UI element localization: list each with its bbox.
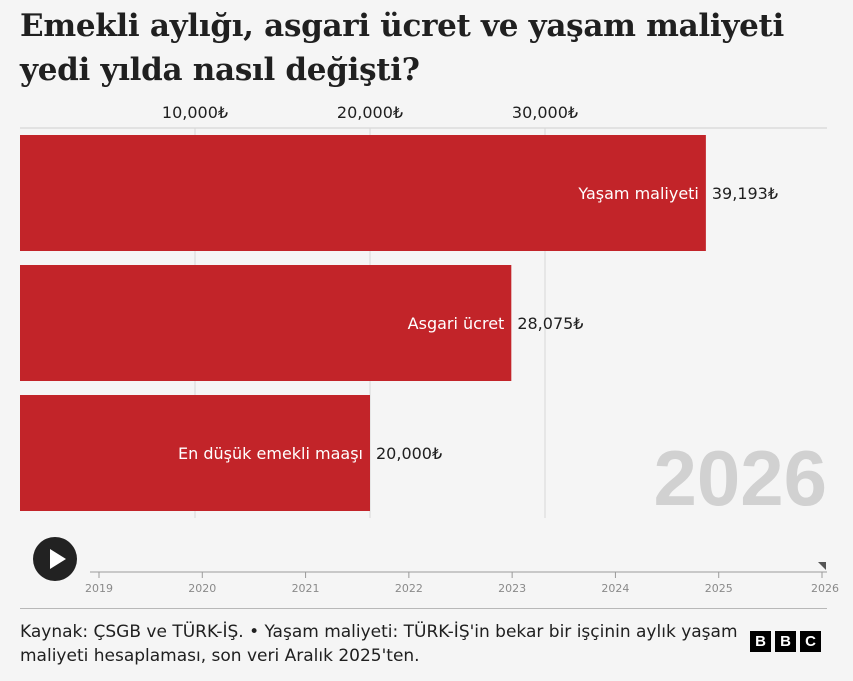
footer-divider <box>20 608 827 609</box>
timeline-year-label[interactable]: 2021 <box>292 582 320 595</box>
bar-chart: 10,000₺ 20,000₺ 30,000₺ 2026 Yaşam maliyeti 3… <box>20 103 839 595</box>
bbc-logo-letter: B <box>775 631 796 652</box>
timeline-year-label[interactable]: 2019 <box>85 582 113 595</box>
timeline-handle[interactable] <box>818 562 826 570</box>
x-tick-label: 20,000₺ <box>337 103 403 122</box>
x-tick-label: 10,000₺ <box>162 103 228 122</box>
chart-title: Emekli aylığı, asgari ücret ve yaşam mal… <box>20 8 784 88</box>
bar-value-label: 28,075₺ <box>517 314 583 333</box>
bar-category-label: Asgari ücret <box>408 314 505 333</box>
timeline-year-label[interactable]: 2026 <box>811 582 839 595</box>
bar <box>20 265 512 381</box>
timeline-year-label[interactable]: 2023 <box>498 582 526 595</box>
play-button[interactable] <box>33 537 77 581</box>
bar-value-label: 20,000₺ <box>376 444 442 463</box>
bbc-logo-letter: B <box>750 631 771 652</box>
source-note: Kaynak: ÇSGB ve TÜRK-İŞ. • Yaşam maliyet… <box>20 622 738 666</box>
bar <box>20 395 370 511</box>
x-tick-label: 30,000₺ <box>512 103 578 122</box>
timeline-year-label[interactable]: 2025 <box>705 582 733 595</box>
bar-value-label: 39,193₺ <box>712 184 778 203</box>
bbc-logo-letter: C <box>800 631 821 652</box>
timeline-year-label[interactable]: 2020 <box>188 582 216 595</box>
play-icon <box>50 549 66 569</box>
timeline-year-label[interactable]: 2022 <box>395 582 423 595</box>
bbc-logo: B B C <box>750 631 821 652</box>
bar-category-label: Yaşam maliyeti <box>577 184 699 203</box>
bar <box>20 135 706 251</box>
timeline-year-label[interactable]: 2024 <box>601 582 629 595</box>
current-year-label: 2026 <box>653 434 827 522</box>
bar-category-label: En düşük emekli maaşı <box>178 444 363 463</box>
